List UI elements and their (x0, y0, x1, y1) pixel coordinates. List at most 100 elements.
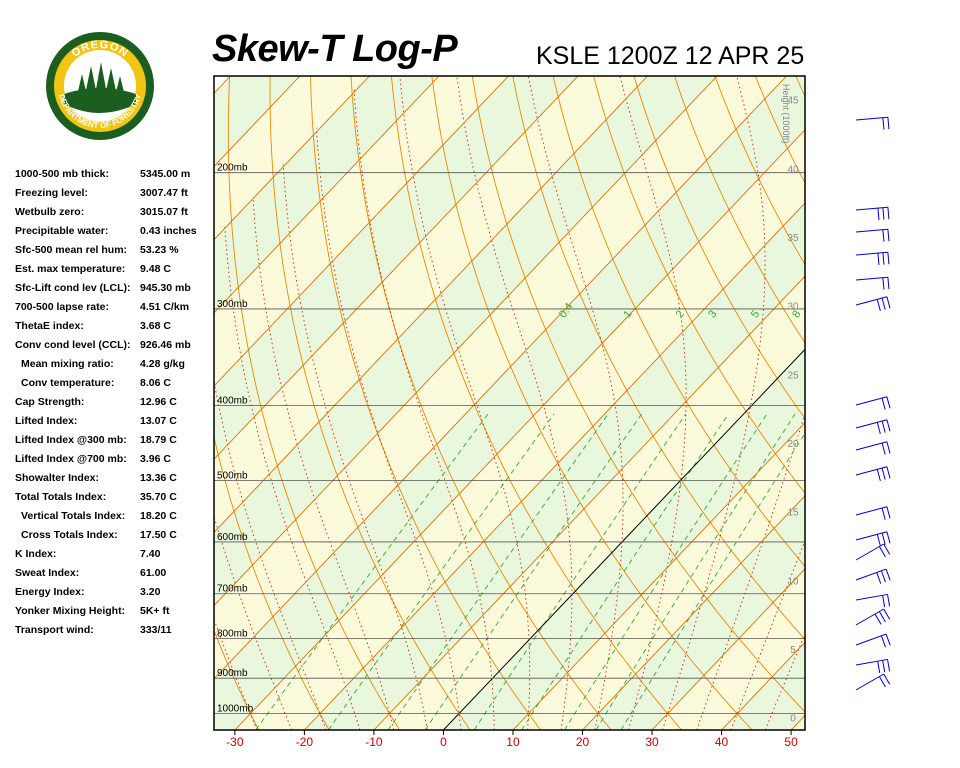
stat-label: Wetbulb zero: (15, 206, 85, 218)
stat-label: Sfc-Lift cond lev (LCL): (15, 282, 131, 294)
stat-value: 3.68 C (140, 320, 171, 332)
stat-label: Lifted Index @700 mb: (15, 453, 127, 465)
isotherm (214, 76, 370, 241)
isotherm (373, 275, 805, 730)
stat-row: ThetaE index: 3.68 C (15, 320, 225, 339)
isotherm (512, 421, 805, 730)
dry-adiabat (836, 76, 960, 730)
wind-barb-flag (886, 296, 891, 309)
wind-barb-flag (886, 441, 891, 454)
wind-barb-flag (883, 608, 891, 620)
isotherm (214, 76, 718, 607)
wind-barb-flag (881, 507, 886, 520)
isotherm (304, 202, 805, 730)
stat-value: 7.40 (140, 548, 161, 560)
wind-barb-flag (882, 229, 885, 242)
wind-barb-flag (882, 252, 885, 265)
stat-value: 5K+ ft (140, 605, 170, 617)
stat-label: Mean mixing ratio: (21, 358, 114, 370)
pressure-label: 700mb (217, 584, 248, 595)
plot-area: 0.4 1 2 3 5 8 (93, 76, 960, 730)
stat-value: 333/11 (140, 624, 172, 636)
stat-label: Yonker Mixing Height: (15, 605, 126, 617)
stat-value: 4.51 C/km (140, 301, 190, 313)
stat-label: K Index: (15, 548, 57, 560)
stat-value: 945.30 mb (140, 282, 191, 294)
mixing-ratio-line (564, 413, 768, 730)
wind-barb-staff (855, 228, 888, 233)
height-tick-label: 35 (787, 233, 799, 244)
wind-barb-flag (882, 117, 885, 130)
stat-value: 18.20 C (140, 510, 177, 522)
mixing-ratio-line (328, 413, 555, 730)
x-tick-label: 50 (784, 735, 798, 749)
stat-value: 3.20 (140, 586, 161, 598)
wind-barb-flag (880, 635, 886, 648)
stat-value: 13.07 C (140, 415, 177, 427)
wind-barb-flag (886, 466, 891, 479)
pressure-label: 400mb (217, 396, 248, 407)
wind-barb-flag (887, 229, 890, 242)
x-tick-label: 10 (506, 735, 520, 749)
stat-label: Est. max temperature: (15, 263, 126, 275)
wind-barb-flag (886, 506, 891, 519)
stat-row: Conv cond level (CCL): 926.46 mb (15, 339, 225, 358)
stat-label: Lifted Index: (15, 415, 78, 427)
stat-row: Lifted Index @700 mb: 3.96 C (15, 453, 225, 472)
isotherm (214, 76, 231, 94)
wind-barb-flag (887, 277, 890, 290)
moist-adiabat (214, 379, 327, 730)
stat-label: Total Totals Index: (15, 491, 107, 503)
wind-barb-flag (887, 594, 891, 607)
isotherm (861, 76, 960, 730)
x-tick-label: 20 (576, 735, 590, 749)
stat-row: Vertical Totals Index: 18.20 C (15, 510, 225, 529)
wind-barb-flag (882, 207, 885, 220)
mixing-ratio-label: 5 (749, 308, 762, 320)
stat-row: Lifted Index: 13.07 C (15, 415, 225, 434)
stat-row: Freezing level: 3007.47 ft (15, 187, 225, 206)
wind-barb-staff (855, 543, 884, 561)
chart-title: Skew-T Log-P (212, 28, 458, 70)
wind-barb-staff (855, 276, 888, 281)
stat-value: 926.46 mb (140, 339, 191, 351)
x-tick-label: -10 (365, 735, 383, 749)
mixing-ratio-label: 1 (621, 308, 634, 320)
wind-barb-flag (882, 595, 886, 608)
stat-value: 18.79 C (140, 434, 177, 446)
stat-row: 1000-500 mb thick: 5345.00 m (15, 168, 225, 187)
dry-adiabat (93, 76, 188, 730)
wind-barb-flag (886, 396, 891, 409)
wind-barb-flag (882, 277, 885, 290)
mixing-ratio-label: 2 (674, 308, 687, 320)
stat-row: Energy Index: 3.20 (15, 586, 225, 605)
wind-barb-flag (885, 568, 891, 581)
stat-value: 17.50 C (140, 529, 177, 541)
mixing-ratio-line (387, 413, 609, 730)
wind-barb-staff (855, 116, 888, 121)
mixing-ratio-label: 8 (790, 308, 803, 320)
isotherm (214, 76, 440, 314)
pressure-label: 300mb (217, 299, 248, 310)
stat-row: Sweat Index: 61.00 (15, 567, 225, 586)
station-time-title: KSLE 1200Z 12 APR 25 (536, 42, 805, 70)
height-tick-label: 45 (787, 96, 799, 107)
stat-value: 0.43 inches (140, 225, 197, 237)
wind-barbs (855, 116, 891, 691)
wind-barb-staff (855, 608, 884, 626)
wind-barb-flag (887, 252, 890, 265)
stat-value: 4.28 g/kg (140, 358, 185, 370)
wind-barb-flag (887, 207, 890, 220)
wind-barb-flag (881, 420, 886, 433)
x-tick-label: -30 (226, 735, 244, 749)
stat-label: Showalter Index: (15, 472, 100, 484)
stat-label: 700-500 lapse rate: (15, 301, 109, 313)
height-tick-label: 10 (787, 576, 799, 587)
wind-barb-flag (882, 660, 886, 673)
stat-row: Precipitable water: 0.43 inches (15, 225, 225, 244)
wind-barb-flag (876, 572, 882, 584)
height-tick-label: 15 (787, 508, 799, 519)
wind-barb-flag (874, 613, 882, 625)
height-tick-label: 30 (787, 302, 799, 313)
